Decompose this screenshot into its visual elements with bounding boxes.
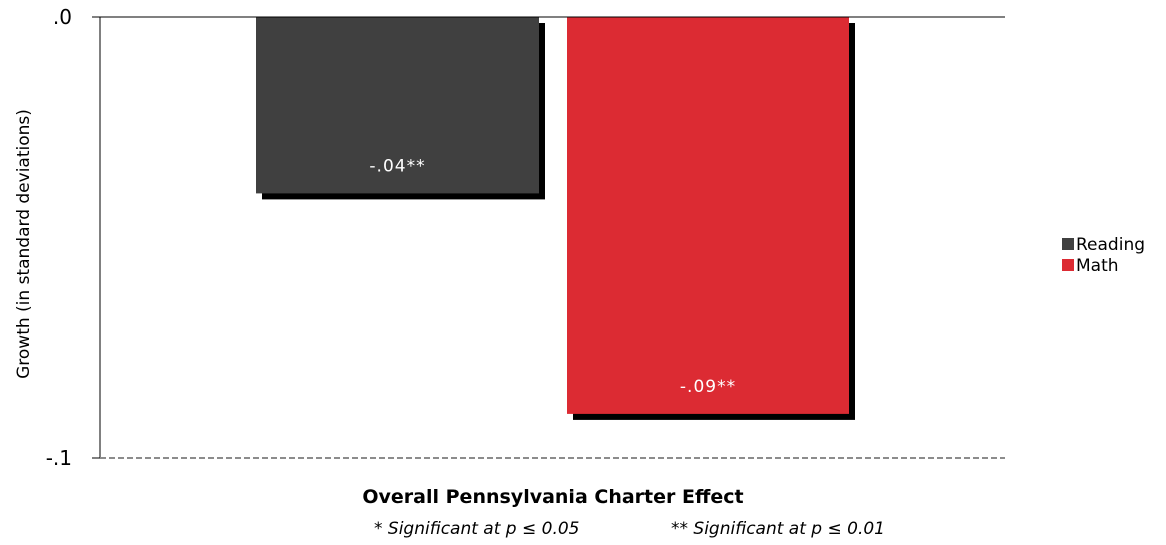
y-tick-layer: .0 -.1: [46, 5, 100, 470]
bar-layer: [256, 17, 849, 414]
y-tick-label: -.1: [46, 446, 72, 470]
axis-layer: [99, 16, 1005, 459]
y-axis-title: Growth (in standard deviations): [14, 109, 34, 379]
data-label-layer: -.04** -.09**: [369, 156, 736, 397]
legend-swatch-reading: [1062, 238, 1074, 250]
footnote-significance-05: * Significant at p ≤ 0.05: [374, 519, 579, 539]
data-label-reading: -.04**: [369, 156, 425, 176]
bar-reading: [256, 17, 539, 194]
legend-label-math: Math: [1076, 256, 1119, 276]
data-label-math: -.09**: [680, 377, 736, 397]
x-axis-title: Overall Pennsylvania Charter Effect: [362, 486, 743, 508]
legend-label-reading: Reading: [1076, 235, 1145, 255]
bar-math: [567, 17, 849, 414]
y-tick-label: .0: [53, 5, 72, 29]
footnote-significance-01: ** Significant at p ≤ 0.01: [671, 519, 885, 539]
legend-swatch-math: [1062, 259, 1074, 271]
